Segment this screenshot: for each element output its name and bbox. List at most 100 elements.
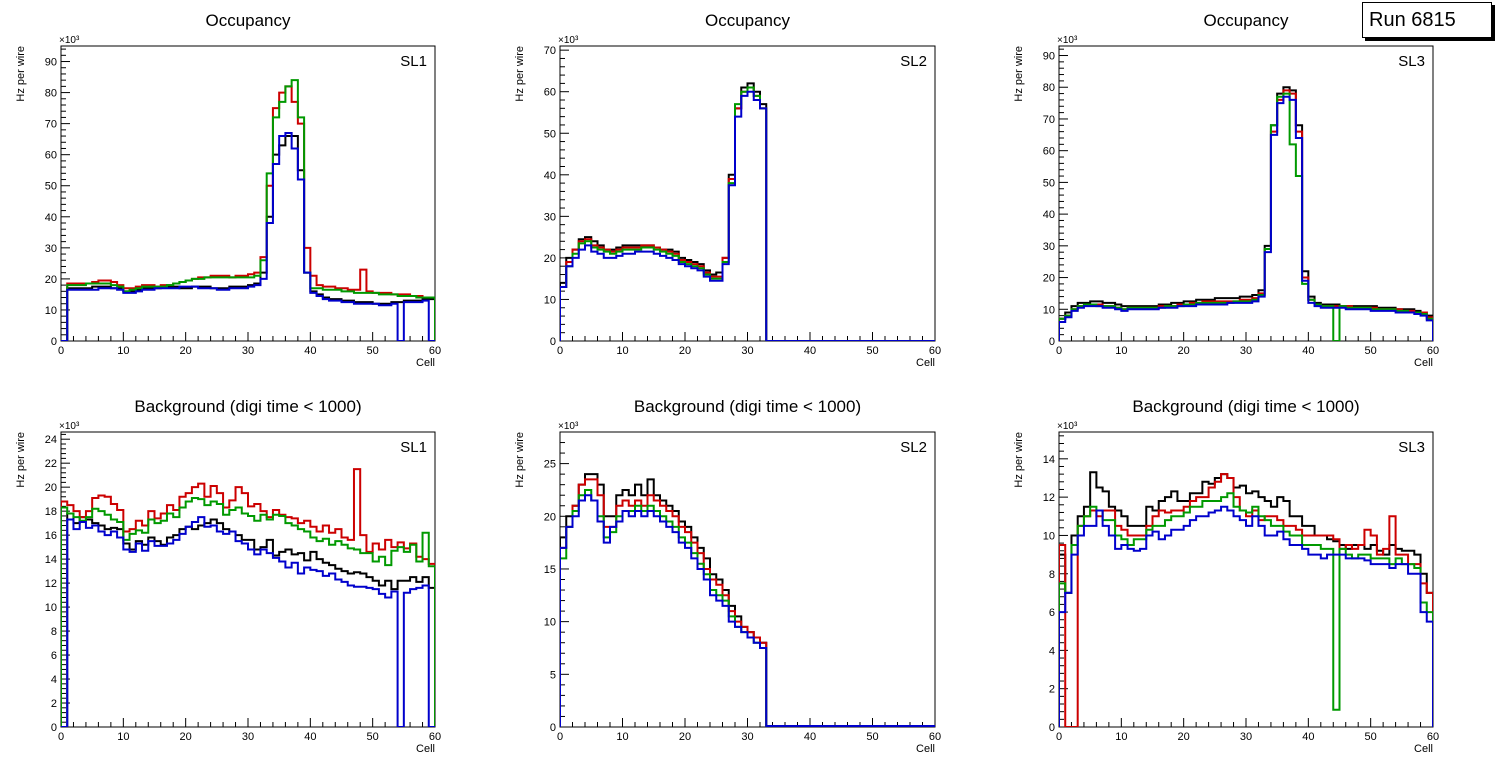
histogram-series-blue [560, 90, 935, 341]
superlayer-label: SL1 [400, 439, 427, 456]
y-tick-label: 70 [1043, 114, 1055, 126]
y-tick-label: 70 [544, 45, 556, 57]
y-tick-label: 60 [544, 87, 556, 99]
histogram-series-blue [1059, 505, 1433, 727]
x-tick-label: 60 [929, 345, 941, 357]
superlayer-label: SL2 [900, 439, 927, 456]
y-tick-label: 40 [1043, 209, 1055, 221]
x-tick-label: 60 [1427, 345, 1439, 357]
x-tick-label: 20 [180, 345, 192, 357]
y-tick-label: 90 [1043, 51, 1055, 63]
y-tick-label: 50 [45, 181, 57, 193]
plot-frame [60, 45, 436, 342]
chart-title: Occupancy [205, 11, 291, 30]
y-tick-label: 5 [550, 669, 556, 681]
x-axis-label: Cell [1414, 357, 1433, 369]
histogram-series-black [560, 82, 935, 341]
superlayer-label: SL3 [1398, 439, 1425, 456]
chart-panel-occ-sl2: Occupancy SL2 Cell Hz per wire ×10³ 0 10 20 30 40… [514, 11, 941, 369]
y-axis-label: Hz per wire [1013, 46, 1025, 102]
x-axis-label: Cell [1414, 743, 1433, 755]
y-axis-exponent: ×10³ [59, 35, 80, 46]
x-tick-label: 20 [180, 731, 192, 743]
y-axis-label: Hz per wire [514, 432, 526, 488]
x-tick-label: 10 [117, 731, 129, 743]
x-tick-label: 60 [429, 731, 441, 743]
y-tick-label: 2 [51, 698, 57, 710]
y-axis-label: Hz per wire [1013, 432, 1025, 488]
y-tick-label: 20 [45, 482, 57, 494]
chart-title: Background (digi time < 1000) [1132, 397, 1359, 416]
histogram-series-red [560, 86, 935, 341]
y-tick-label: 15 [544, 564, 556, 576]
histogram-series-green [61, 79, 435, 341]
x-tick-label: 50 [866, 731, 878, 743]
y-axis-exponent: ×10³ [558, 35, 579, 46]
y-tick-label: 20 [544, 253, 556, 265]
x-tick-label: 40 [304, 345, 316, 357]
superlayer-label: SL2 [900, 53, 927, 70]
run-number-label: Run 6815 [1369, 8, 1456, 31]
y-tick-label: 10 [544, 294, 556, 306]
chart-title: Background (digi time < 1000) [634, 397, 861, 416]
y-axis-exponent: ×10³ [59, 421, 80, 432]
histogram-series-blue [61, 131, 435, 341]
x-tick-label: 50 [367, 345, 379, 357]
y-tick-label: 50 [544, 128, 556, 140]
y-axis-exponent: ×10³ [1057, 35, 1078, 46]
y-tick-label: 50 [1043, 177, 1055, 189]
x-tick-label: 60 [929, 731, 941, 743]
y-tick-label: 20 [544, 511, 556, 523]
x-tick-label: 0 [557, 345, 563, 357]
x-tick-label: 50 [1365, 345, 1377, 357]
chart-panel-occ-sl1: Occupancy SL1 Cell Hz per wire ×10³ 0 10 20 30 40… [15, 11, 441, 369]
chart-title: Occupancy [705, 11, 791, 30]
chart-panel-bkg-sl1: Background (digi time < 1000) SL1 Cell Hz p… [15, 397, 441, 755]
y-tick-label: 10 [1043, 530, 1055, 542]
x-tick-label: 20 [1178, 345, 1190, 357]
y-tick-label: 0 [1049, 722, 1055, 734]
y-tick-label: 80 [45, 88, 57, 100]
x-tick-label: 10 [1115, 345, 1127, 357]
x-tick-label: 0 [58, 345, 64, 357]
y-tick-label: 4 [51, 674, 57, 686]
y-tick-label: 6 [51, 650, 57, 662]
plot-frame [60, 431, 436, 728]
y-tick-label: 30 [544, 211, 556, 223]
x-tick-label: 20 [679, 345, 691, 357]
x-axis-label: Cell [416, 743, 435, 755]
x-tick-label: 30 [741, 345, 753, 357]
histogram-series-red [61, 468, 435, 727]
y-tick-label: 14 [1043, 454, 1055, 466]
y-tick-label: 12 [1043, 492, 1055, 504]
y-tick-label: 4 [1049, 645, 1055, 657]
y-tick-label: 0 [550, 722, 556, 734]
x-tick-label: 40 [1302, 345, 1314, 357]
y-axis-exponent: ×10³ [1057, 421, 1078, 432]
histogram-series-green [61, 496, 435, 727]
chart-title: Background (digi time < 1000) [134, 397, 361, 416]
y-tick-label: 12 [45, 578, 57, 590]
y-tick-label: 60 [45, 150, 57, 162]
y-tick-label: 8 [51, 626, 57, 638]
histogram-series-black [1059, 86, 1433, 341]
x-tick-label: 10 [1115, 731, 1127, 743]
y-tick-label: 6 [1049, 607, 1055, 619]
run-number-box: Run 6815 [1362, 2, 1492, 38]
y-tick-label: 8 [1049, 569, 1055, 581]
y-tick-label: 10 [1043, 304, 1055, 316]
x-tick-label: 0 [557, 731, 563, 743]
superlayer-label: SL1 [400, 53, 427, 70]
histogram-series-green [560, 86, 935, 341]
y-tick-label: 0 [51, 336, 57, 348]
y-axis-label: Hz per wire [514, 46, 526, 102]
chart-panel-bkg-sl3: Background (digi time < 1000) SL3 Cell Hz p… [1013, 397, 1439, 755]
x-tick-label: 40 [804, 731, 816, 743]
y-tick-label: 30 [45, 243, 57, 255]
histogram-series-green [1059, 492, 1433, 727]
histogram-series-blue [1059, 95, 1433, 341]
y-tick-label: 25 [544, 459, 556, 471]
x-tick-label: 50 [367, 731, 379, 743]
histogram-series-black [1059, 471, 1433, 727]
